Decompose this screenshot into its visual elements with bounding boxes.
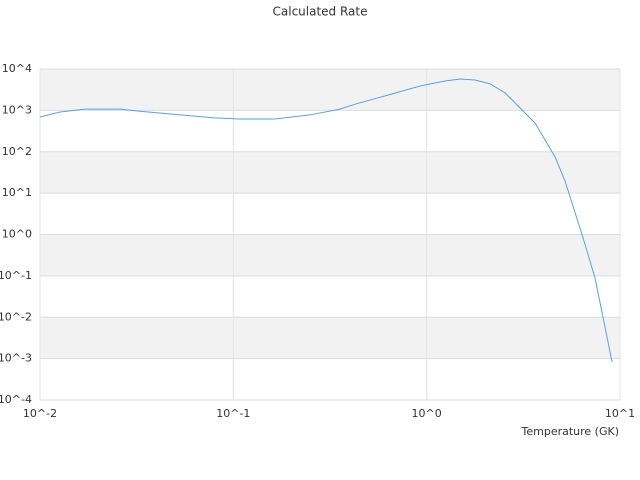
y-tick-label: 10^3 (2, 103, 32, 116)
y-tick-label: 10^-3 (0, 352, 32, 365)
x-tick-label: 10^0 (412, 407, 442, 420)
y-tick-label: 10^-1 (0, 269, 32, 282)
y-tick-label: 10^-4 (0, 393, 32, 406)
y-tick-label: 10^0 (2, 228, 32, 241)
x-tick-label: 10^-2 (23, 407, 57, 420)
x-tick-label: 10^1 (605, 407, 635, 420)
grid-band (40, 69, 620, 111)
grid-band (40, 317, 620, 359)
grid-band (40, 151, 620, 194)
chart-title: Calculated Rate (273, 5, 368, 19)
y-tick-label: 10^-2 (0, 310, 32, 323)
x-tick-label: 10^-1 (216, 407, 250, 420)
data-line (39, 78, 613, 363)
y-tick-label: 10^2 (2, 145, 32, 158)
x-axis-label: Temperature (GK) (521, 425, 620, 438)
y-tick-label: 10^4 (2, 62, 32, 75)
y-tick-label: 10^1 (2, 186, 32, 199)
grid-band (40, 234, 620, 276)
